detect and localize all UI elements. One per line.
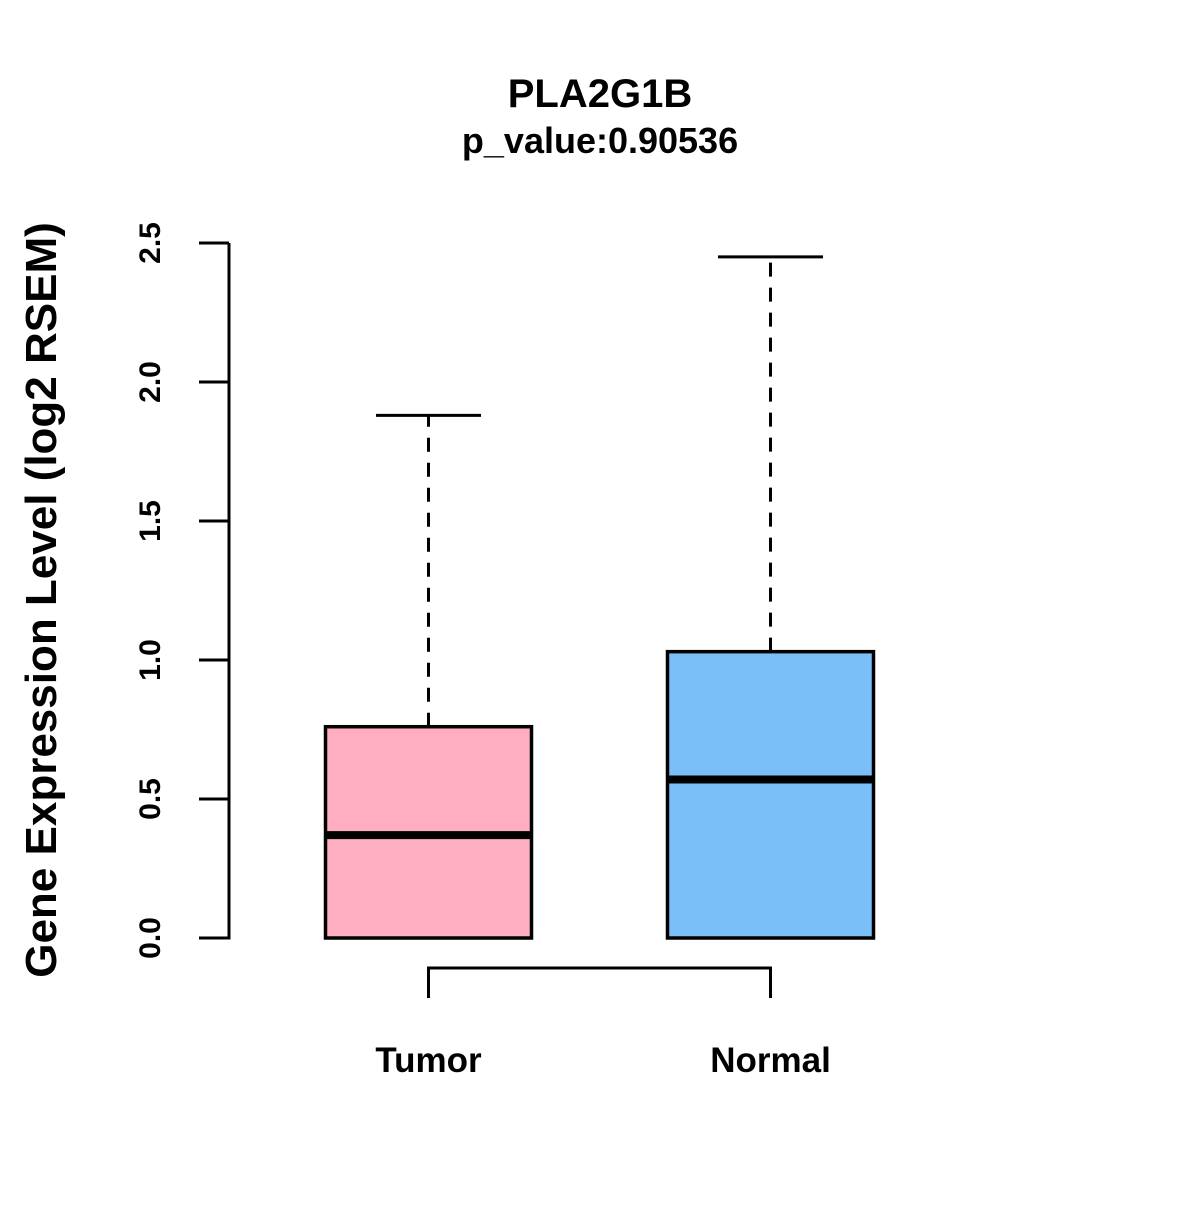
x-category-label-normal: Normal (710, 1041, 831, 1080)
plot-area: 0.0 0.5 1.0 1.5 2.0 2.5 Tumor Normal (134, 222, 876, 1080)
chart-subtitle-pvalue: p_value:0.90536 (462, 120, 738, 161)
y-tick-label: 0.0 (134, 917, 167, 959)
x-axis-bracket (427, 966, 772, 998)
y-tick-label: 2.5 (134, 222, 167, 264)
y-axis-title: Gene Expression Level (log2 RSEM) (17, 222, 66, 978)
y-tick-label: 1.0 (134, 639, 167, 681)
y-tick-label: 1.5 (134, 500, 167, 542)
chart-title: PLA2G1B (508, 72, 693, 116)
y-tick-label: 2.0 (134, 361, 167, 403)
y-tick-label: 0.5 (134, 778, 167, 820)
box-normal (665, 649, 876, 940)
x-category-label-tumor: Tumor (375, 1041, 482, 1080)
